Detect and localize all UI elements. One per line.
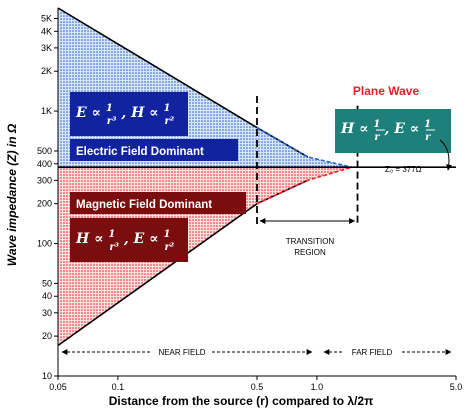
y-axis-ticks: 5K 4K 3K 2K 1K 500 400 300 200 100 50 40 30 20 10 (37, 13, 58, 381)
x-axis-ticks: 0.05 0.1 0.5 1.0 5.0 (49, 376, 462, 392)
x-tick-label: 5.0 (450, 382, 463, 392)
y-tick-label: 1K (41, 106, 52, 116)
y-tick-label: 200 (37, 199, 52, 209)
near-field-label: NEAR FIELD (158, 348, 205, 357)
y-tick-label: 30 (42, 308, 52, 318)
y-tick-label: 500 (37, 146, 52, 156)
magnetic-label: Magnetic Field Dominant (76, 199, 212, 211)
plane-wave-label: Plane Wave (353, 84, 420, 98)
y-tick-label: 4K (41, 26, 52, 36)
impedance-reference-label: Z₀ = 377Ω (385, 165, 422, 174)
y-tick-label: 40 (42, 291, 52, 301)
electric-label: Electric Field Dominant (76, 146, 204, 158)
transition-label-line2: REGION (294, 248, 326, 257)
y-tick-label: 50 (42, 278, 52, 288)
y-tick-label: 400 (37, 159, 52, 169)
y-tick-label: 300 (37, 175, 52, 185)
y-tick-label: 3K (41, 43, 52, 53)
y-tick-label: 10 (42, 371, 52, 381)
x-tick-label: 0.1 (112, 382, 125, 392)
y-tick-label: 5K (41, 13, 52, 23)
far-field-label: FAR FIELD (352, 348, 393, 357)
x-tick-label: 1.0 (311, 382, 324, 392)
x-axis-title: Distance from the source (r) compared to… (109, 394, 374, 408)
y-axis-title: Wave impedance (Z) in Ω (5, 123, 19, 266)
x-tick-label: 0.05 (49, 382, 67, 392)
y-tick-label: 20 (42, 331, 52, 341)
y-tick-label: 2K (41, 66, 52, 76)
x-tick-label: 0.5 (251, 382, 264, 392)
y-tick-label: 100 (37, 239, 52, 249)
transition-label-line1: TRANSITION (286, 237, 335, 246)
